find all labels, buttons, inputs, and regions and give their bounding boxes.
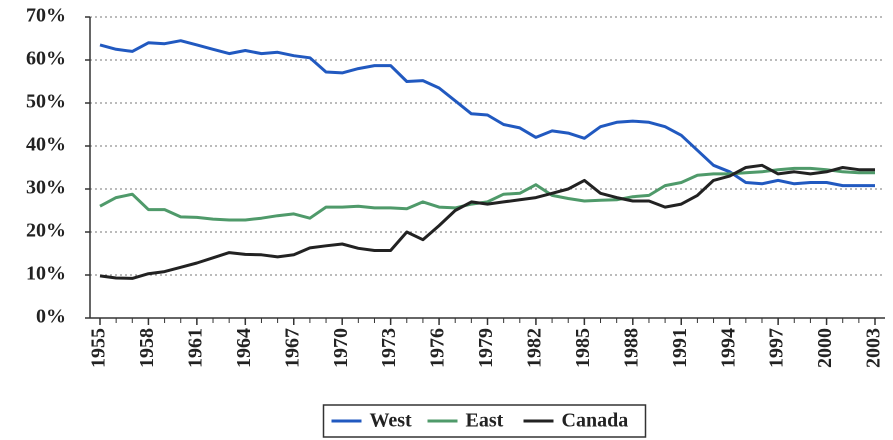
x-tick-label: 1955 xyxy=(88,328,110,368)
x-tick-label: 1994 xyxy=(717,328,739,368)
y-tick-label: 0% xyxy=(36,306,66,328)
series-line xyxy=(99,39,875,188)
y-tick-label: 20% xyxy=(26,220,66,242)
y-tick-label: 30% xyxy=(26,177,66,199)
x-tick-label: 1979 xyxy=(475,328,497,368)
legend-box xyxy=(322,404,647,438)
x-tick-label: 1967 xyxy=(281,328,303,368)
x-tick-label: 1964 xyxy=(233,328,255,368)
legend-label: East xyxy=(466,410,504,432)
x-tick-label: 1961 xyxy=(184,328,206,368)
series-line xyxy=(99,163,875,280)
y-tick-label: 70% xyxy=(26,5,66,27)
x-tick-label: 1985 xyxy=(572,328,594,368)
x-tick-label: 1982 xyxy=(524,328,546,368)
x-tick-label: 2003 xyxy=(863,328,885,368)
x-tick-label: 1958 xyxy=(136,328,158,368)
y-tick-label: 40% xyxy=(26,134,66,156)
x-tick-label: 1997 xyxy=(766,328,788,368)
legend-label: West xyxy=(370,410,413,432)
y-tick-label: 50% xyxy=(26,91,66,113)
x-tick-label: 1976 xyxy=(427,328,449,368)
x-tick-label: 1991 xyxy=(669,328,691,368)
x-tick-label: 1970 xyxy=(330,328,352,368)
x-tick-label: 1988 xyxy=(620,328,642,368)
x-tick-label: 2000 xyxy=(814,328,836,368)
series-line xyxy=(99,166,875,222)
x-tick-label: 1973 xyxy=(378,328,400,368)
legend-label: Canada xyxy=(562,410,629,432)
y-tick-label: 10% xyxy=(26,263,66,285)
y-tick-label: 60% xyxy=(26,48,66,70)
